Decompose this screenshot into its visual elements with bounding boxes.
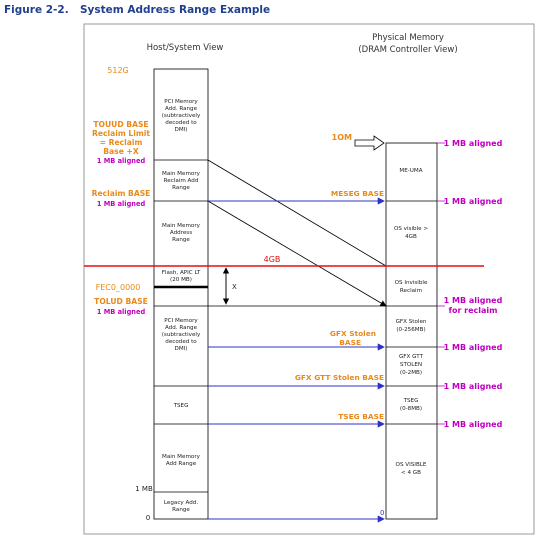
host-legacy-l2: Range — [172, 507, 190, 513]
host-view-header: Host/System View — [147, 43, 224, 53]
phys-os-invisible-l1: OS Invisible — [395, 280, 428, 286]
label-reclaim-aligned: 1 MB aligned — [97, 200, 146, 208]
host-pci-upper-l2: Add. Range — [165, 106, 198, 112]
host-pci-lower-l4: decoded to — [165, 339, 197, 345]
label-fec0: FEC0_0000 — [96, 283, 141, 292]
one-m-arrow — [354, 135, 385, 151]
phys-column: ME-UMA OS visible > 4GB OS Invisible Rec… — [385, 142, 438, 520]
phys-column-outline — [385, 142, 438, 520]
phys-tseg-l2: (0-8MB) — [400, 406, 422, 412]
right-aligned-3-l2: for reclaim — [448, 306, 497, 315]
label-4gb: 4GB — [264, 255, 281, 264]
label-tolud-base: TOLUD BASE — [94, 297, 148, 306]
label-touud-1: TOUUD BASE — [93, 120, 148, 129]
figure-number: Figure 2-2. — [4, 4, 69, 16]
phys-gtt-l2: STOLEN — [400, 362, 422, 368]
host-pci-lower-l1: PCI Memory — [164, 318, 198, 324]
right-aligned-1: 1 MB aligned — [444, 139, 503, 148]
host-pci-upper-l5: DMI) — [175, 127, 188, 133]
host-reclaim-l2: Reclaim Add — [164, 178, 199, 184]
phys-os-low-l1: OS VISIBLE — [396, 462, 427, 468]
right-aligned-4: 1 MB aligned — [444, 343, 503, 352]
phys-os-invisible-l2: Reclaim — [400, 288, 422, 294]
label-1om: 1OM — [332, 133, 352, 142]
host-pci-lower-l3: (subtractively — [162, 332, 201, 338]
phys-me-uma: ME-UMA — [399, 168, 422, 174]
host-column: PCI Memory Add. Range (subtractively dec… — [153, 68, 209, 520]
host-pci-upper-l4: decoded to — [165, 120, 197, 126]
host-tseg: TSEG — [173, 403, 189, 409]
label-tolud-aligned: 1 MB aligned — [97, 308, 146, 316]
phys-os-visible-l2: 4GB — [405, 234, 417, 240]
right-aligned-5: 1 MB aligned — [444, 382, 503, 391]
label-touud-3: = Reclaim — [100, 138, 143, 147]
label-gfx-gtt-base: GFX GTT Stolen BASE — [295, 373, 384, 382]
label-gfx-stolen-1: GFX Stolen — [330, 329, 376, 338]
host-flash-l2: (20 MB) — [170, 277, 192, 283]
label-reclaim-base: Reclaim BASE — [92, 189, 151, 198]
host-main-low-l2: Add Range — [166, 461, 197, 467]
host-reclaim-l1: Main Memory — [162, 171, 201, 177]
host-main-l1: Main Memory — [162, 223, 201, 229]
reclaim-map-line-upper — [207, 159, 387, 267]
right-aligned-6: 1 MB aligned — [444, 420, 503, 429]
host-pci-upper-l3: (subtractively — [162, 113, 201, 119]
host-pci-lower-l5: DMI) — [175, 346, 188, 352]
label-touud-aligned: 1 MB aligned — [97, 157, 146, 165]
label-gfx-stolen-2: BASE — [339, 338, 361, 347]
host-main-l2: Address — [170, 230, 192, 236]
label-tseg-base: TSEG BASE — [338, 412, 384, 421]
right-aligned-2: 1 MB aligned — [444, 197, 503, 206]
reclaim-map-line-lower — [207, 200, 387, 307]
label-512g: 512G — [107, 66, 128, 75]
label-1mb: 1 MB — [135, 485, 153, 493]
host-column-outline — [153, 68, 209, 520]
phys-gfx-l2: (0-256MB) — [396, 327, 425, 333]
right-aligned-3-l1: 1 MB aligned — [444, 296, 503, 305]
phys-gtt-l1: GFX GTT — [399, 354, 424, 360]
host-flash-l1: Flash, APIC LT — [162, 270, 201, 276]
host-pci-lower-l2: Add. Range — [165, 325, 198, 331]
label-meseg-base: MESEG BASE — [331, 189, 384, 198]
label-zero-mid: 0 — [380, 509, 384, 517]
label-x: X — [232, 283, 237, 291]
host-reclaim-l3: Range — [172, 185, 190, 191]
phys-view-header-2: (DRAM Controller View) — [358, 45, 457, 55]
label-touud-2: Reclaim Limit — [92, 129, 150, 138]
phys-gtt-l3: (0-2MB) — [400, 370, 422, 376]
phys-tseg-l1: TSEG — [403, 398, 419, 404]
label-touud-4: Base +X — [103, 147, 139, 156]
phys-os-low-l2: < 4 GB — [401, 470, 421, 476]
host-legacy-l1: Legacy Add. — [164, 500, 198, 506]
label-zero-left: 0 — [146, 514, 150, 522]
host-main-low-l1: Main Memory — [162, 454, 201, 460]
figure-frame — [83, 23, 535, 535]
phys-os-visible-l1: OS visible > — [394, 226, 428, 232]
phys-gfx-l1: GFX Stolen — [396, 319, 427, 325]
host-pci-upper-l1: PCI Memory — [164, 99, 198, 105]
host-main-l3: Range — [172, 237, 190, 243]
phys-view-header-1: Physical Memory — [372, 33, 444, 43]
figure-title: System Address Range Example — [80, 4, 270, 16]
